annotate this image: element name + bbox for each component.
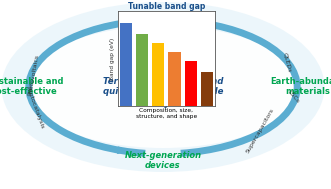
Text: Sustainable and: Sustainable and	[0, 77, 63, 87]
Bar	[168, 52, 181, 106]
Text: LSCs: LSCs	[286, 89, 300, 104]
Text: quinary Cu-chalcogenide: quinary Cu-chalcogenide	[103, 88, 223, 97]
Text: Supercapacitors: Supercapacitors	[245, 107, 275, 154]
Ellipse shape	[2, 2, 324, 172]
X-axis label: Composition, size,
structure, and shape: Composition, size, structure, and shape	[136, 108, 197, 119]
Bar	[136, 34, 148, 106]
Text: Next-generation: Next-generation	[124, 152, 202, 160]
Y-axis label: Band gap (eV): Band gap (eV)	[110, 37, 115, 80]
Ellipse shape	[25, 26, 301, 148]
Bar	[185, 61, 197, 106]
Text: Photocatalysis: Photocatalysis	[25, 86, 45, 130]
Bar	[152, 43, 164, 106]
Text: Earth-abundant: Earth-abundant	[271, 77, 331, 87]
Bar	[119, 23, 132, 106]
Text: nanocrystals: nanocrystals	[132, 98, 194, 108]
Text: QLEDs: QLEDs	[282, 52, 292, 73]
Text: materials: materials	[286, 88, 330, 97]
Text: Ternary, quaternary, and: Ternary, quaternary, and	[103, 77, 223, 85]
Text: Photovoltaics: Photovoltaics	[27, 54, 40, 96]
Bar	[201, 72, 213, 106]
Text: cost-effective: cost-effective	[0, 88, 58, 97]
Text: devices: devices	[145, 161, 181, 170]
Title: Tunable band gap: Tunable band gap	[128, 2, 205, 11]
